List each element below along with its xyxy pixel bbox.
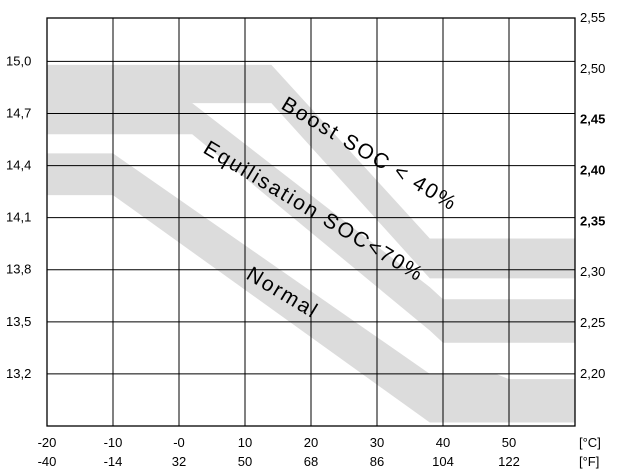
x-tick-fahrenheit: 32 — [172, 454, 186, 469]
x-tick-fahrenheit: 122 — [498, 454, 520, 469]
x-unit-fahrenheit: [°F] — [579, 454, 599, 469]
x-tick-celsius: 20 — [304, 435, 318, 450]
x-tick-celsius: 10 — [238, 435, 252, 450]
band-0 — [47, 64, 575, 279]
right-tick-label: 2,50 — [580, 61, 605, 76]
x-tick-fahrenheit: -40 — [38, 454, 57, 469]
x-tick-celsius: 40 — [436, 435, 450, 450]
right-tick-label: 2,55 — [580, 10, 605, 25]
right-tick-label: 2,40 — [580, 163, 605, 178]
x-tick-fahrenheit: -14 — [104, 454, 123, 469]
x-tick-fahrenheit: 86 — [370, 454, 384, 469]
right-tick-label: 2,25 — [580, 315, 605, 330]
x-unit-celsius: [°C] — [579, 435, 601, 450]
left-tick-label: 14,4 — [6, 158, 31, 173]
left-tick-label: 14,1 — [6, 210, 31, 225]
left-tick-label: 15,0 — [6, 53, 31, 68]
x-tick-celsius: 30 — [370, 435, 384, 450]
x-tick-celsius: 50 — [502, 435, 516, 450]
left-tick-label: 13,2 — [6, 366, 31, 381]
plot-frame — [46, 17, 576, 427]
x-tick-celsius: -0 — [173, 435, 185, 450]
right-axis-tick-labels: 2,55 2,50 2,45 2,40 2,35 2,30 2,25 2,20 — [580, 10, 605, 381]
left-tick-label: 13,8 — [6, 262, 31, 277]
left-axis-tick-labels: 15,0 14,7 14,4 14,1 13,8 13,5 13,2 — [6, 53, 31, 381]
x-axis-tick-labels: -20 -40 -10 -14 -0 32 10 50 20 68 30 86 40 104 50 122 — [38, 435, 520, 469]
x-tick-fahrenheit: 50 — [238, 454, 252, 469]
right-tick-label: 2,30 — [580, 264, 605, 279]
x-tick-fahrenheit: 68 — [304, 454, 318, 469]
right-tick-label: 2,20 — [580, 366, 605, 381]
left-tick-label: 13,5 — [6, 314, 31, 329]
x-tick-fahrenheit: 104 — [432, 454, 454, 469]
right-tick-label: 2,45 — [580, 112, 605, 127]
right-tick-label: 2,35 — [580, 213, 605, 228]
left-tick-label: 14,7 — [6, 105, 31, 120]
x-tick-celsius: -10 — [104, 435, 123, 450]
x-tick-celsius: -20 — [38, 435, 57, 450]
